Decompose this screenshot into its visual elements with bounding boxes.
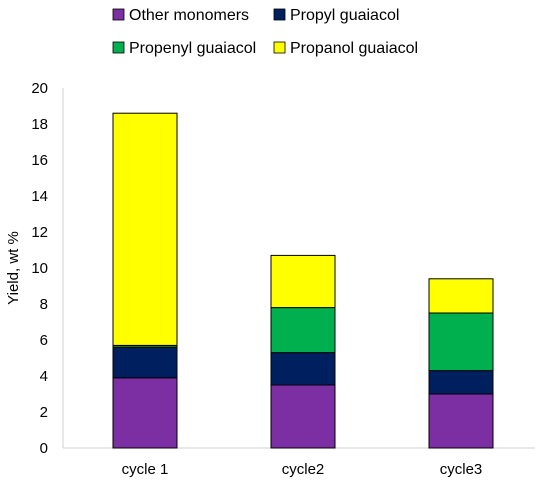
legend-swatch	[273, 8, 286, 21]
bar-segment-propanol-guaiacol	[270, 254, 336, 309]
bars	[112, 112, 494, 449]
y-tick-label: 4	[40, 368, 48, 385]
y-tick-labels: 0 2 4 6 8 10 12 14 16 18 20	[31, 80, 48, 457]
x-tick-label: cycle2	[282, 461, 325, 478]
legend-swatch	[112, 8, 125, 21]
legend-swatch	[273, 41, 286, 54]
legend-label: Propanol guaiacol	[290, 40, 418, 57]
bar-segment-propanol-guaiacol	[428, 278, 494, 314]
bar-segment-propyl-guaiacol	[270, 352, 336, 386]
y-tick-label: 20	[31, 80, 48, 97]
bar-segment-propyl-guaiacol	[112, 346, 178, 379]
y-tick-label: 10	[31, 260, 48, 277]
y-tick-label: 0	[40, 440, 48, 457]
bar-segment-other-monomers	[112, 377, 178, 449]
bar-segment-propyl-guaiacol	[428, 370, 494, 395]
y-tick-label: 2	[40, 404, 48, 421]
y-tick-label: 14	[31, 188, 48, 205]
bar-segment-propenyl-guaiacol	[428, 312, 494, 372]
x-tick-label: cycle3	[440, 461, 483, 478]
legend-swatch	[112, 41, 125, 54]
bar-segment-propanol-guaiacol	[112, 112, 178, 346]
y-axis-label: Yield, wt %	[5, 231, 22, 305]
legend-label: Propenyl guaiacol	[129, 40, 256, 57]
legend: Other monomers Propyl guaiacol Propenyl gu…	[112, 7, 418, 57]
bar-segment-other-monomers	[428, 393, 494, 449]
legend-label: Other monomers	[129, 7, 249, 24]
legend-label: Propyl guaiacol	[290, 7, 399, 24]
y-tick-label: 16	[31, 152, 48, 169]
bar-segment-other-monomers	[270, 384, 336, 449]
y-tick-label: 6	[40, 332, 48, 349]
x-tick-labels: cycle 1 cycle2 cycle3	[122, 461, 483, 478]
y-tick-label: 8	[40, 296, 48, 313]
y-tick-label: 12	[31, 224, 48, 241]
x-tick-label: cycle 1	[122, 461, 169, 478]
bar-segment-propenyl-guaiacol	[270, 307, 336, 354]
y-tick-label: 18	[31, 116, 48, 133]
